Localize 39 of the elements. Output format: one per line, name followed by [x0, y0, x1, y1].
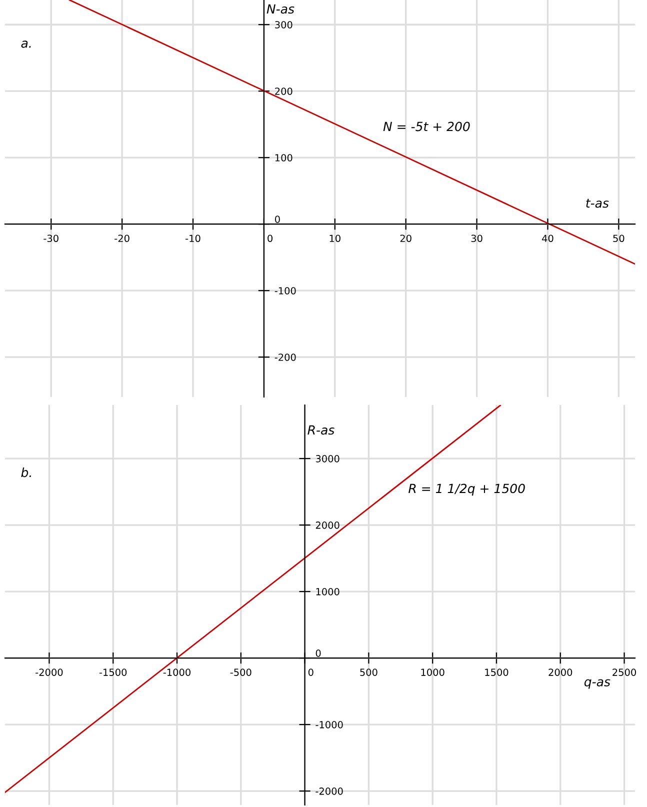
x-tick-label: 2000: [548, 668, 572, 676]
y-tick-label: 0: [316, 650, 321, 657]
y-tick-label: 200: [275, 88, 292, 95]
x-tick-label: 1500: [485, 668, 508, 676]
x-tick-label: -20: [114, 234, 130, 242]
annotation: R = 1 1/2q + 1500: [408, 484, 525, 496]
x-tick-label: 40: [542, 234, 554, 242]
y-tick-label: 2000: [316, 522, 340, 529]
y-tick-label: -2000: [316, 788, 343, 795]
y-tick-label: 1000: [316, 588, 340, 596]
x-tick-label: 1000: [421, 668, 444, 676]
y-axis-title: R-as: [308, 425, 334, 435]
x-tick-label: 20: [400, 234, 412, 242]
x-tick-label: 50: [613, 234, 624, 242]
y-tick-label: 300: [275, 21, 292, 28]
x-tick-label: 0: [308, 668, 314, 676]
x-tick-label: 10: [330, 234, 340, 242]
annotation: a.: [21, 40, 31, 48]
x-tick-label: 500: [360, 668, 378, 676]
x-tick-label: -1000: [163, 668, 190, 676]
y-tick-label: 100: [275, 154, 292, 162]
x-axis-title: q-as: [584, 679, 610, 689]
x-tick-label: -2000: [36, 668, 63, 676]
y-tick-label: 3000: [316, 455, 340, 462]
y-tick-label: -1000: [316, 721, 343, 728]
x-tick-label: 30: [471, 234, 482, 242]
annotation: N = -5t + 200: [383, 122, 470, 132]
y-tick-label: 0: [275, 216, 280, 223]
y-axis-title: N-as: [266, 4, 294, 14]
y-tick-label: -100: [274, 287, 296, 294]
annotation: b.: [21, 468, 31, 478]
x-tick-label: -500: [230, 668, 252, 676]
x-tick-label: 2500: [612, 668, 636, 676]
y-tick-label: -200: [274, 354, 296, 361]
x-tick-label: -10: [186, 234, 200, 242]
x-axis-title: t-as: [586, 198, 609, 208]
x-tick-label: 0: [268, 234, 272, 242]
x-tick-label: -30: [44, 234, 58, 242]
x-tick-label: -1500: [99, 668, 127, 676]
